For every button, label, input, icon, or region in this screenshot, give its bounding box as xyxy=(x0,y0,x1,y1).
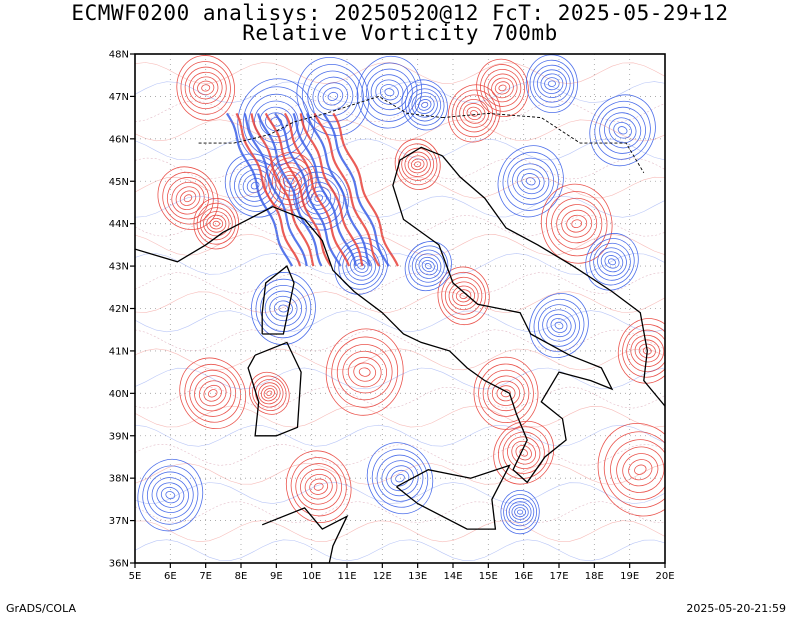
negative-vorticity-center xyxy=(137,458,204,532)
vorticity-contours xyxy=(135,54,665,562)
timestamp: 2025-05-20-21:59 xyxy=(686,602,786,615)
x-tick-label: 17E xyxy=(549,571,568,582)
y-axis: 36N 37N 38N 39N 40N 41N 42N 43N 44N 45N 46N 47N 48N xyxy=(109,50,135,570)
y-tick-label: 41N xyxy=(109,346,129,357)
positive-vorticity-center xyxy=(597,422,665,517)
negative-vorticity-center xyxy=(356,55,423,129)
lat-lon-grid xyxy=(135,54,665,563)
y-tick-label: 43N xyxy=(109,262,129,273)
positive-vorticity-center xyxy=(437,266,490,326)
x-tick-label: 20E xyxy=(655,571,674,582)
positive-vorticity-center xyxy=(325,328,404,416)
corsica-coastline xyxy=(261,265,295,335)
france-coastline xyxy=(135,231,224,263)
x-tick-label: 14E xyxy=(443,571,462,582)
y-tick-label: 39N xyxy=(109,431,129,442)
positive-vorticity-center xyxy=(617,318,665,384)
x-tick-label: 6E xyxy=(164,571,177,582)
x-tick-label: 11E xyxy=(337,571,356,582)
x-tick-label: 10E xyxy=(302,571,321,582)
x-tick-label: 9E xyxy=(270,571,283,582)
balkan-coastline xyxy=(441,155,665,407)
negative-vorticity-center xyxy=(500,490,540,535)
x-tick-label: 5E xyxy=(129,571,142,582)
y-tick-label: 45N xyxy=(109,177,129,188)
map-title: ECMWF0200 analisys: 20250520@12 FcT: 202… xyxy=(71,1,729,25)
x-axis: 5E 6E 7E 8E 9E 10E 11E 12E 13E 14E 15E 16E 17E 18E 19E… xyxy=(129,563,675,582)
x-tick-label: 8E xyxy=(235,571,248,582)
y-tick-label: 40N xyxy=(109,389,129,400)
software-credit: GrADS/COLA xyxy=(6,602,76,615)
x-tick-label: 15E xyxy=(479,571,498,582)
x-tick-label: 12E xyxy=(373,571,392,582)
x-tick-label: 19E xyxy=(620,571,639,582)
positive-vorticity-center xyxy=(176,55,235,121)
negative-vorticity-center xyxy=(497,145,564,218)
x-tick-label: 13E xyxy=(408,571,427,582)
sicily-coastline xyxy=(396,464,511,530)
y-tick-label: 38N xyxy=(109,474,129,485)
y-tick-label: 37N xyxy=(109,516,129,527)
y-tick-label: 42N xyxy=(109,304,129,315)
positive-vorticity-center xyxy=(447,84,501,143)
positive-vorticity-center xyxy=(179,357,247,429)
y-tick-label: 48N xyxy=(109,50,129,61)
y-tick-label: 47N xyxy=(109,92,129,103)
positive-vorticity-center xyxy=(540,183,613,264)
map-subtitle: Relative Vorticity 700mb xyxy=(242,21,558,45)
country-border xyxy=(198,95,443,144)
positive-vorticity-center xyxy=(473,356,539,430)
y-tick-label: 36N xyxy=(109,559,129,570)
africa-coastline xyxy=(261,507,349,563)
negative-vorticity-center xyxy=(401,79,448,131)
sardinia-coastline xyxy=(247,341,302,437)
negative-vorticity-center xyxy=(296,56,370,136)
x-tick-label: 16E xyxy=(514,571,533,582)
positive-vorticity-center xyxy=(285,450,352,523)
y-tick-label: 44N xyxy=(109,219,129,230)
positive-vorticity-center xyxy=(476,58,529,117)
positive-vorticity-center xyxy=(394,138,441,190)
country-border xyxy=(442,112,645,174)
negative-vorticity-center xyxy=(366,442,434,515)
x-tick-label: 18E xyxy=(585,571,604,582)
y-tick-label: 46N xyxy=(109,134,129,145)
x-tick-label: 7E xyxy=(199,571,212,582)
negative-vorticity-center xyxy=(589,94,656,167)
italy-coastline xyxy=(223,146,614,484)
negative-vorticity-center xyxy=(525,54,578,113)
coastlines xyxy=(135,95,665,563)
negative-vorticity-center xyxy=(585,233,639,291)
negative-vorticity-center xyxy=(404,241,452,292)
positive-vorticity-center xyxy=(248,371,290,415)
